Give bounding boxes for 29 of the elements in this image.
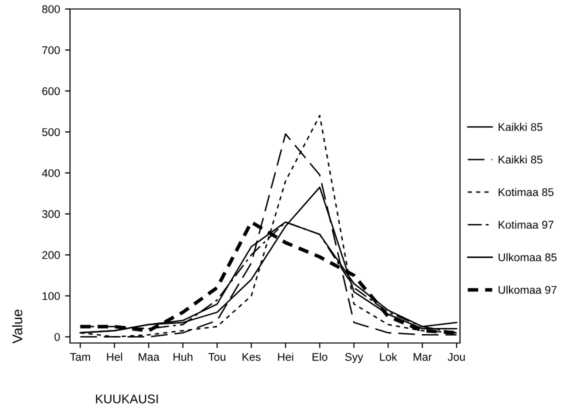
- legend-label: Kotimaa 97: [498, 220, 554, 229]
- y-tick-label: 100: [42, 292, 60, 300]
- y-tick-label: 200: [42, 251, 60, 260]
- legend-label: Kaikki 85: [498, 122, 542, 131]
- x-axis-title: KUUKAUSI: [96, 394, 158, 404]
- legend-label: Ulkomaa 85: [498, 253, 557, 262]
- legend-label: Kotimaa 85: [498, 188, 554, 196]
- x-tick-label: Hei: [278, 352, 294, 361]
- y-tick-label: 500: [42, 128, 60, 136]
- y-tick-label: 600: [42, 87, 60, 96]
- x-tick-label: Mar: [414, 353, 432, 361]
- y-tick-label: 0: [54, 333, 60, 341]
- x-tick-label: Jou: [448, 353, 465, 361]
- y-tick-label: 400: [42, 169, 60, 178]
- x-tick-label: Huh: [174, 352, 192, 361]
- y-tick-label: 700: [42, 46, 60, 54]
- y-tick-label: 300: [42, 210, 60, 218]
- y-tick-label: 800: [42, 5, 60, 14]
- x-tick-label: Elo: [312, 352, 328, 361]
- x-tick-label: Kes: [242, 353, 260, 361]
- x-tick-label: Maa: [138, 353, 160, 361]
- legend-label: Kaikki 85: [498, 155, 542, 164]
- x-tick-label: Lok: [380, 352, 398, 361]
- legend-label: Ulkomaa 97: [498, 286, 557, 294]
- x-tick-label: Tou: [208, 353, 226, 361]
- x-tick-label: Syy: [345, 353, 364, 364]
- x-tick-label: Tam: [70, 353, 90, 361]
- y-axis-title: Value: [12, 310, 22, 344]
- x-tick-label: Hel: [107, 352, 122, 361]
